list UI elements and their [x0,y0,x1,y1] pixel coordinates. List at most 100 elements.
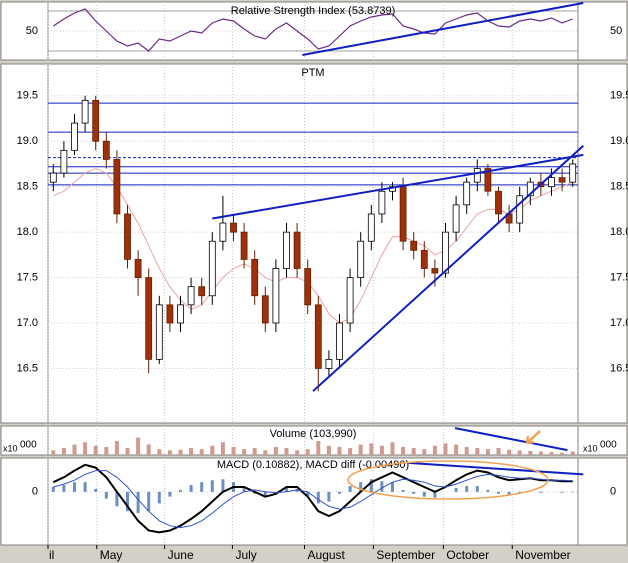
volume-bar [114,441,119,455]
y-tick-label: 19.0 [610,135,628,147]
candle-body [367,213,375,242]
y-tick-label: 18.5 [610,181,628,193]
macd-diff-bar [104,491,108,499]
macd-diff-bar [486,489,490,492]
macd-diff-bar [507,491,511,495]
volume-bar [401,446,406,455]
volume-bar [220,442,225,455]
macd-diff-bar [242,487,246,492]
volume-bar [443,443,448,455]
volume-bar [570,451,575,455]
macd-diff-bar [560,491,564,493]
volume-bar [560,452,565,455]
candle-body [314,304,322,369]
volume-bar [411,448,416,455]
macd-diff-bar [147,491,151,512]
volume-bar [157,449,162,455]
candle-body [378,190,386,215]
volume-bar [125,448,130,455]
candle-body [283,231,290,269]
macd-diff-bar [465,486,469,492]
y-tick-label: 19.0 [17,135,38,147]
candle-body [304,268,312,306]
volume-unit: 000 [20,440,37,451]
volume-bar [83,442,88,455]
candle-body [92,99,100,142]
y-tick-label: 18.0 [610,226,628,238]
x-tick-label: October [446,548,489,562]
candle-body [166,304,174,324]
macd-diff-bar [539,491,543,493]
y-tick-label: 0 [610,486,616,498]
candle-body [325,358,333,369]
volume-bar [252,448,257,455]
volume-bar [454,444,459,455]
macd-diff-bar [433,491,437,498]
candle-body [240,231,248,260]
macd-diff-bar [73,482,76,492]
y-tick-label: 0 [32,486,38,498]
volume-bar [432,445,437,455]
volume-bar [528,450,533,455]
volume-bar [326,445,331,455]
candle-body [155,304,163,360]
macd-diff-bar [94,488,98,492]
candle-body [145,277,153,360]
volume-bar [485,449,490,455]
candle-body [495,190,502,215]
volume-bar [231,446,236,455]
trendline [408,461,584,476]
volume-bar [390,442,395,455]
candle-body [357,240,365,278]
volume-bar [51,450,56,455]
y-tick-label: 50 [26,25,38,37]
panel [0,63,628,424]
macd-diff-bar [285,487,288,492]
volume-bar [475,448,480,455]
volume-bar [549,452,554,455]
macd-diff-bar [51,487,55,492]
macd-diff-bar [200,482,204,492]
macd-diff-bar [306,491,310,497]
macd-diff-bar [338,491,341,494]
y-tick-label: 17.5 [610,271,628,283]
y-tick-label: 17.5 [17,271,38,283]
volume-bar [178,449,183,455]
macd-diff-bar [475,486,479,492]
y-tick-label: 17.0 [610,317,628,329]
y-tick-label: 17.0 [17,317,38,329]
volume-bar [104,446,109,455]
volume-bar [496,448,501,455]
macd-diff-bar [263,491,267,497]
macd-diff-bar [412,491,416,494]
volume-bar [295,450,300,455]
candle-body [431,268,439,274]
volume-bar [464,446,469,455]
macd-diff-bar [179,489,182,492]
volume-unit: x10 [583,443,598,453]
candle-body [49,172,57,183]
candle-body [399,186,407,242]
candle-body [463,181,471,206]
x-tick-label: November [515,548,570,562]
macd-diff-bar [348,486,352,492]
plot: 50 50 Relative Strength Index (53.8739) 16.… [3,2,628,562]
volume-bar [538,451,543,455]
candle-body [177,304,184,324]
candle-body [548,177,555,188]
candle-body [346,277,354,324]
panel [0,457,628,546]
candle-body [134,259,142,278]
candle-body [420,249,428,269]
volume-bar [199,449,204,455]
candle-body [124,213,131,260]
x-tick-label: il [49,548,54,562]
volume-bar [136,437,141,455]
y-tick-label: 19.5 [17,90,38,102]
panel-title: MACD (0.10882), MACD diff (-0.00490) [217,459,409,471]
candle-body [484,168,492,192]
volume-bar [72,444,77,455]
y-tick-label: 50 [610,25,622,37]
macd-diff-bar [454,487,458,492]
volume-bar [146,444,151,455]
